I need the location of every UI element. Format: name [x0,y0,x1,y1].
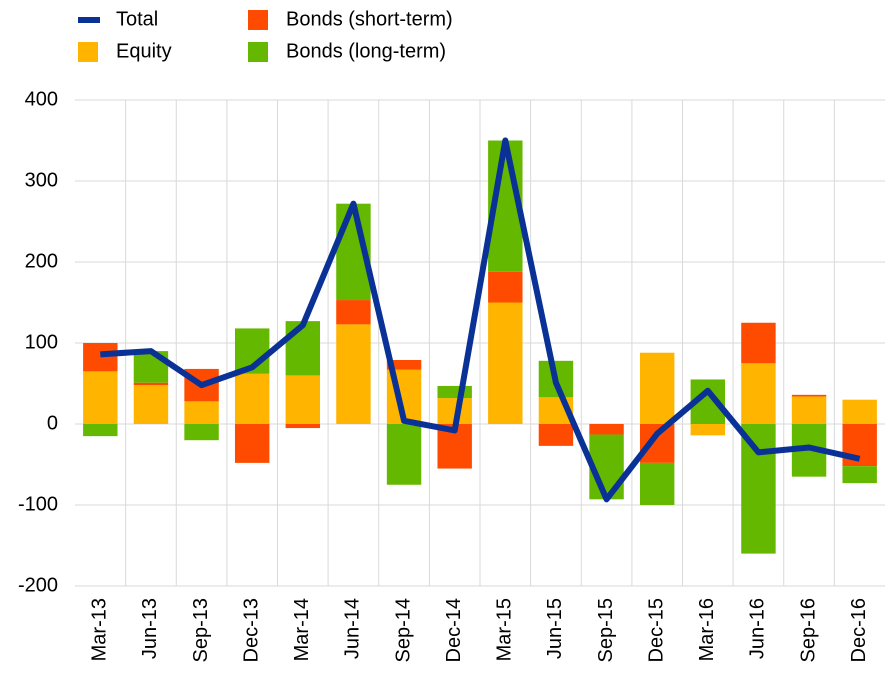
bar [336,324,371,424]
x-tick-label: Dec-15 [645,598,667,662]
bar [488,271,523,303]
x-tick-label: Jun-13 [139,598,161,659]
y-tick-label: 400 [25,88,58,110]
bar [184,401,219,424]
bar [842,466,877,484]
bar [741,322,776,364]
x-tick-label: Jun-15 [544,598,566,659]
x-tick-label: Jun-16 [747,598,769,659]
legend-label: Total [116,8,158,30]
line [100,137,861,503]
y-tick-label: 0 [47,412,58,434]
x-tick-label: Sep-16 [797,598,819,663]
bar [741,363,776,424]
bar [184,424,219,441]
bar [83,371,118,424]
x-tick-label: Mar-16 [696,598,718,661]
bar [83,343,118,372]
y-tick-label: -200 [18,574,58,596]
bar [133,382,169,386]
bar [285,375,321,424]
x-tick-label: Dec-16 [848,598,870,662]
x-tick-label: Sep-13 [190,598,212,663]
x-tick-label: Mar-13 [89,598,111,661]
bar [234,373,270,424]
x-tick-label: Mar-15 [494,598,516,661]
legend-swatch [248,10,268,30]
legend-swatch [78,17,100,23]
bar [83,424,118,437]
bar [133,385,169,424]
y-tick-label: 100 [25,331,58,353]
legend-label: Bonds (short-term) [286,8,453,30]
bar [589,424,624,435]
y-tick-label: -100 [18,493,58,515]
bar [285,321,321,376]
bar [336,300,371,325]
y-tick-label: 300 [25,169,58,191]
legend-swatch [78,42,98,62]
bar [538,424,574,446]
bar [386,424,422,485]
bar [741,424,776,554]
legend-label: Bonds (long-term) [286,40,446,62]
x-tick-label: Dec-13 [240,598,262,662]
bar [639,462,675,505]
bar [639,352,675,424]
y-tick-label: 200 [25,250,58,272]
bar [791,396,827,424]
bar [488,302,523,424]
x-tick-label: Sep-15 [595,598,617,663]
bar [842,399,877,424]
bar [285,424,321,429]
bar [234,424,270,463]
x-tick-label: Sep-14 [392,598,414,663]
legend-swatch [248,42,268,62]
bar [842,424,877,467]
x-tick-label: Jun-14 [342,598,364,659]
legend-label: Equity [116,40,172,62]
x-tick-label: Mar-14 [291,598,313,661]
bar [690,424,726,436]
bar [386,360,422,370]
bar [437,385,472,399]
bar [791,394,827,397]
x-tick-label: Dec-14 [443,598,465,662]
